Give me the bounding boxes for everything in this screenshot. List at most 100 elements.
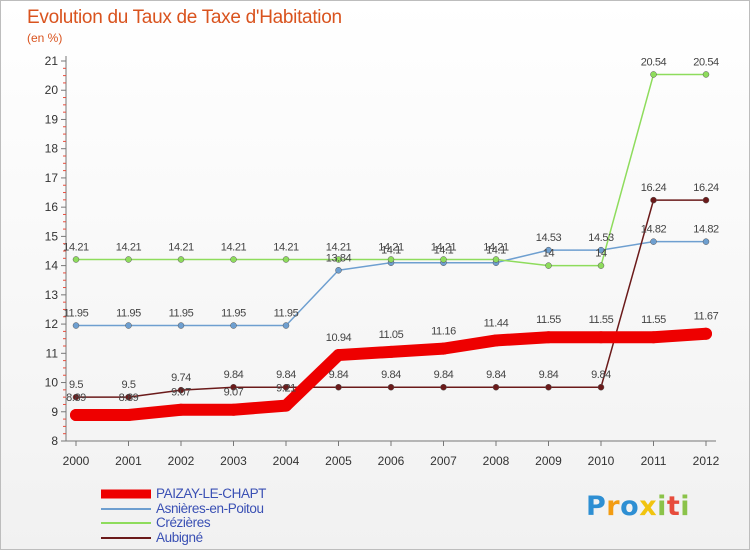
data-point: [177, 256, 185, 263]
data-point: [542, 331, 555, 344]
data-label: 11.44: [484, 317, 509, 329]
data-point: [440, 383, 447, 391]
data-point: [597, 383, 605, 391]
data-point: [177, 386, 185, 394]
data-label: 9.84: [329, 369, 349, 381]
data-label: 14.21: [168, 241, 194, 253]
data-label: 14.21: [483, 241, 509, 253]
data-label: 14.1: [434, 245, 454, 257]
data-point: [440, 256, 447, 263]
data-point: [702, 71, 710, 78]
logo-letter: P: [586, 491, 607, 522]
data-label: 14.53: [588, 232, 614, 244]
logo-letter: x: [639, 491, 658, 522]
x-tick-label: 2007: [430, 454, 457, 468]
data-label: 9.21: [276, 383, 296, 395]
data-point: [490, 334, 502, 347]
data-point: [647, 331, 660, 344]
data-label: 9.84: [591, 369, 611, 381]
data-label: 9.84: [539, 369, 559, 381]
data-point: [335, 383, 342, 391]
data-point: [230, 383, 237, 391]
data-label: 14.21: [221, 241, 247, 253]
data-label: 11.95: [64, 308, 89, 320]
data-point: [335, 256, 342, 263]
data-label: 9.5: [121, 379, 135, 391]
data-label: 14.1: [486, 245, 506, 257]
y-tick-label: 11: [46, 346, 59, 360]
chart-title: Evolution du Taux de Taxe d'Habitation: [27, 7, 342, 28]
x-tick-label: 2009: [535, 454, 562, 468]
x-tick-label: 2006: [378, 454, 405, 468]
data-label: 11.67: [694, 311, 719, 323]
chart-unit-label: (en %): [27, 31, 63, 45]
data-label: 14.21: [378, 241, 404, 253]
y-tick-label: 14: [45, 259, 59, 273]
x-tick-label: 2000: [63, 454, 90, 468]
data-label: 11.95: [274, 308, 299, 320]
data-point: [387, 383, 395, 391]
data-label: 9.07: [171, 387, 191, 399]
data-label: 13.84: [326, 252, 352, 264]
x-tick-label: 2002: [168, 454, 195, 468]
data-label: 14.82: [693, 224, 719, 236]
data-point: [702, 238, 710, 245]
data-point: [545, 262, 552, 269]
legend-label: Asnières-en-Poitou: [156, 500, 264, 516]
data-point: [282, 256, 290, 263]
data-label: 14: [595, 248, 607, 260]
data-label: 14.21: [116, 241, 142, 253]
data-label: 14.21: [431, 241, 457, 253]
data-point: [332, 349, 345, 362]
data-point: [70, 408, 82, 421]
data-label: 8.89: [119, 392, 139, 404]
data-label: 14.21: [326, 241, 352, 253]
y-tick-label: 15: [45, 229, 59, 243]
x-tick-label: 2011: [641, 454, 667, 468]
data-point: [280, 399, 292, 412]
x-tick-label: 2012: [693, 454, 720, 468]
data-label: 9.07: [224, 387, 244, 399]
data-point: [282, 322, 290, 329]
legend-swatch: [101, 507, 151, 510]
y-tick-label: 20: [45, 83, 59, 97]
data-point: [175, 403, 187, 416]
y-tick-label: 16: [45, 200, 59, 214]
data-label: 9.84: [224, 369, 244, 381]
data-label: 11.95: [169, 308, 194, 320]
proxiti-logo: Proxiti: [586, 491, 690, 522]
data-point: [385, 345, 397, 358]
x-tick-label: 2008: [483, 454, 510, 468]
data-point: [700, 327, 712, 340]
x-tick-label: 2001: [115, 454, 142, 468]
data-point: [492, 383, 500, 391]
data-label: 20.54: [641, 56, 667, 68]
data-label: 9.84: [381, 369, 401, 381]
y-tick-label: 9: [51, 405, 58, 419]
logo-letter: t: [666, 491, 681, 522]
legend-label: Crézières: [156, 515, 211, 530]
x-tick-label: 2004: [273, 454, 300, 468]
data-point: [597, 246, 605, 254]
data-label: 11.95: [221, 308, 246, 320]
data-point: [650, 196, 657, 204]
data-label: 16.24: [641, 182, 667, 194]
y-tick-label: 8: [51, 434, 58, 448]
y-tick-label: 12: [45, 317, 59, 331]
data-label: 8.89: [66, 392, 86, 404]
data-point: [122, 408, 135, 421]
data-label: 20.54: [693, 56, 719, 68]
data-label: 9.74: [171, 372, 191, 384]
data-label: 14.21: [63, 241, 89, 253]
data-label: 14.21: [273, 241, 299, 253]
data-label: 14.82: [641, 224, 667, 236]
y-tick-label: 17: [45, 171, 59, 185]
data-point: [702, 196, 710, 204]
x-tick-label: 2005: [325, 454, 352, 468]
data-label: 11.16: [431, 326, 456, 338]
data-point: [177, 322, 185, 329]
y-tick-label: 21: [45, 54, 59, 68]
data-point: [335, 267, 342, 274]
